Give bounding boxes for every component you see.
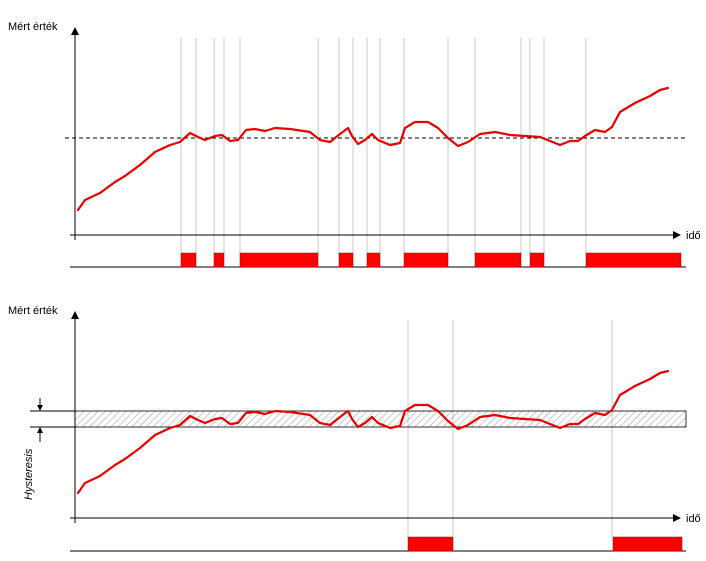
switch-lines — [180, 38, 587, 253]
bottom-panel: Mért érték idő Hysteresis — [8, 305, 701, 552]
output-pulses — [180, 252, 682, 268]
hysteresis-label: Hysteresis — [23, 448, 35, 500]
x-axis-label: idő — [686, 230, 701, 242]
y-axis-label: Mért érték — [8, 305, 58, 317]
measured-curve — [76, 369, 670, 495]
x-axis-label: idő — [686, 513, 701, 525]
y-axis-label: Mért érték — [8, 21, 58, 33]
output-pulses — [407, 536, 683, 552]
measured-curve — [76, 86, 670, 212]
top-panel: Mért érték idő — [8, 21, 701, 268]
switch-lines — [407, 320, 613, 537]
